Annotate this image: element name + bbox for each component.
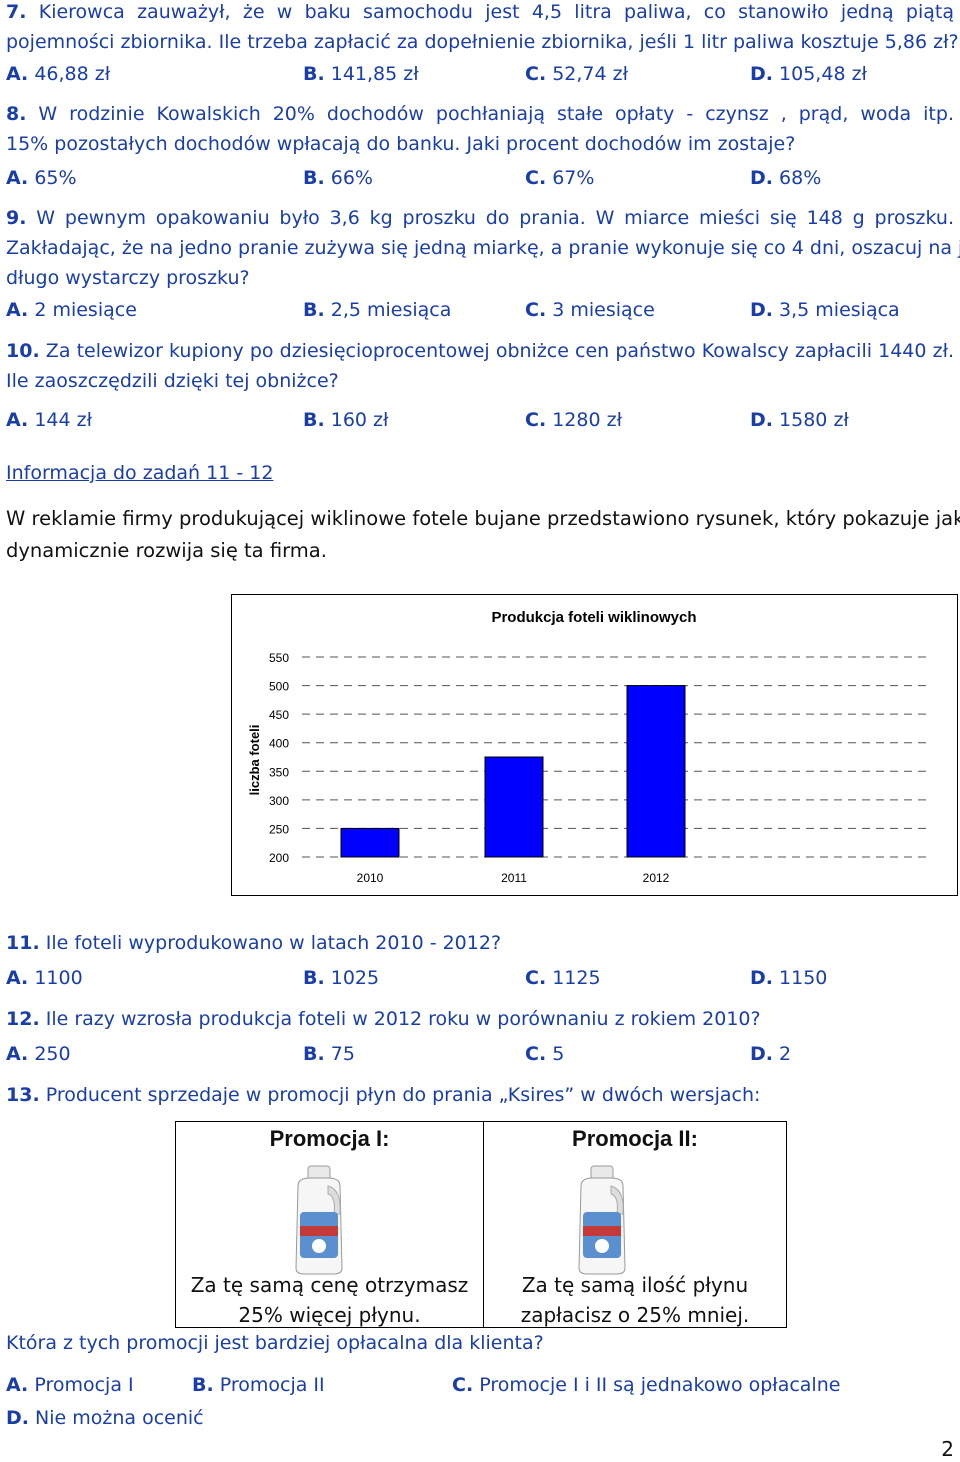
q9-option-a: A. 2 miesiące bbox=[6, 299, 137, 321]
q9-line2: Zakładając, że na jedno pranie zużywa si… bbox=[6, 237, 960, 259]
promo2-text: Za tę samą ilość płynu zapłacisz o 25% mn… bbox=[520, 1273, 750, 1327]
y-tick-label: 200 bbox=[269, 851, 289, 865]
q10-options: A. 144 zł B. 160 zł C. 1280 zł D. 1580 z… bbox=[0, 408, 960, 434]
q9-number: 9. bbox=[6, 207, 27, 229]
chart-title: Produkcja foteli wiklinowych bbox=[491, 609, 696, 626]
q10-line1: 10. Za telewizor kupiony po dziesięciopr… bbox=[6, 339, 954, 363]
q12-number: 12. bbox=[6, 1008, 40, 1030]
y-tick-label: 300 bbox=[269, 794, 289, 808]
info-line1: W reklamie firmy produkującej wiklinowe … bbox=[6, 507, 960, 530]
q7-text-1: Kierowca zauważył, że w baku samochodu j… bbox=[38, 1, 954, 23]
q10-option-b: B. 160 zł bbox=[303, 409, 389, 431]
q13-option-d: D. Nie można ocenić bbox=[6, 1407, 204, 1429]
q10-text-1: Za telewizor kupiony po dziesięcioprocen… bbox=[45, 340, 955, 362]
promo1-title: Promocja I: bbox=[269, 1126, 390, 1151]
info-heading: Informacja do zadań 11 - 12 bbox=[6, 462, 274, 484]
y-tick-label: 350 bbox=[269, 765, 289, 779]
q8-line1: 8. W rodzinie Kowalskich 20% dochodów po… bbox=[6, 102, 954, 126]
promo1-text: Za tę samą cenę otrzymasz 25% więcej płyn… bbox=[190, 1273, 469, 1327]
q13-options-row2: D. Nie można ocenić bbox=[0, 1406, 960, 1432]
q9-text-1: W pewnym opakowaniu było 3,6 kg proszku … bbox=[36, 207, 954, 229]
q7-line1: 7. Kierowca zauważył, że w baku samochod… bbox=[6, 0, 954, 24]
q10-number: 10. bbox=[6, 340, 40, 362]
q10-option-c: C. 1280 zł bbox=[525, 409, 622, 431]
q11-option-d: D. 1150 bbox=[750, 967, 828, 989]
q8-options: A. 65% B. 66% C. 67% D. 68% bbox=[0, 166, 960, 192]
q12-text: Ile razy wzrosła produkcja foteli w 2012… bbox=[45, 1008, 761, 1030]
q11-text: Ile foteli wyprodukowano w latach 2010 -… bbox=[45, 932, 502, 954]
q9-options: A. 2 miesiące B. 2,5 miesiąca C. 3 miesi… bbox=[0, 298, 960, 324]
detergent-bottle-icon bbox=[578, 1165, 626, 1275]
bar-chart: Produkcja foteli wiklinowych liczba fotel… bbox=[247, 609, 927, 885]
y-tick-label: 450 bbox=[269, 708, 289, 722]
y-tick-label: 250 bbox=[269, 822, 289, 836]
q12-option-b: B. 75 bbox=[303, 1043, 355, 1065]
q9-option-c: C. 3 miesiące bbox=[525, 299, 655, 321]
q12-option-a: A. 250 bbox=[6, 1043, 71, 1065]
q12-option-d: D. 2 bbox=[750, 1043, 792, 1065]
info-line2: dynamicznie rozwija się ta firma. bbox=[6, 539, 327, 562]
y-tick-label: 500 bbox=[269, 680, 289, 694]
q8-option-c: C. 67% bbox=[525, 167, 595, 189]
q11-number: 11. bbox=[6, 932, 40, 954]
bar-2011 bbox=[484, 756, 544, 858]
x-tick-label: 2010 bbox=[357, 871, 384, 885]
q11-line: 11. Ile foteli wyprodukowano w latach 20… bbox=[6, 931, 501, 955]
q11-option-b: B. 1025 bbox=[303, 967, 380, 989]
bar-2012 bbox=[626, 685, 686, 858]
q7-option-b: B. 141,85 zł bbox=[303, 63, 419, 85]
q9-line3: długo wystarczy proszku? bbox=[6, 267, 250, 289]
page-number: 2 bbox=[941, 1437, 954, 1461]
q13-number: 13. bbox=[6, 1084, 40, 1106]
y-tick-label: 400 bbox=[269, 737, 289, 751]
q8-option-b: B. 66% bbox=[303, 167, 373, 189]
q13-options: A. Promocja I B. Promocja II C. Promocje… bbox=[0, 1373, 960, 1399]
q13-question: Która z tych promocji jest bardziej opła… bbox=[6, 1332, 544, 1354]
y-tick-label: 550 bbox=[269, 651, 289, 665]
q8-text-1: W rodzinie Kowalskich 20% dochodów pochł… bbox=[38, 103, 954, 125]
q7-options: A. 46,88 zł B. 141,85 zł C. 52,74 zł D. … bbox=[0, 62, 960, 88]
q13-text: Producent sprzedaje w promocji płyn do p… bbox=[45, 1084, 761, 1106]
q10-option-d: D. 1580 zł bbox=[750, 409, 849, 431]
q10-option-a: A. 144 zł bbox=[6, 409, 93, 431]
y-axis-label: liczba foteli bbox=[247, 725, 262, 796]
x-tick-label: 2012 bbox=[643, 871, 670, 885]
q7-line2: pojemności zbiornika. Ile trzeba zapłaci… bbox=[6, 31, 959, 53]
q7-number: 7. bbox=[6, 1, 27, 23]
q13-option-a: A. Promocja I bbox=[6, 1374, 134, 1396]
q8-option-a: A. 65% bbox=[6, 167, 77, 189]
chart-frame: Produkcja foteli wiklinowych liczba fotel… bbox=[231, 594, 958, 896]
promo-table: Promocja I: Za tę samą cenę otrzymasz 25%… bbox=[175, 1121, 787, 1328]
q12-option-c: C. 5 bbox=[525, 1043, 565, 1065]
q7-option-a: A. 46,88 zł bbox=[6, 63, 111, 85]
q8-number: 8. bbox=[6, 103, 27, 125]
q12-options: A. 250 B. 75 C. 5 D. 2 bbox=[0, 1042, 960, 1068]
q7-option-c: C. 52,74 zł bbox=[525, 63, 629, 85]
detergent-bottle-icon bbox=[295, 1165, 343, 1275]
q10-line2: Ile zaoszczędzili dzięki tej obniżce? bbox=[6, 370, 339, 392]
promo2-cell: Promocja II: Za tę samą ilość płynu zapła… bbox=[484, 1122, 786, 1327]
q8-option-d: D. 68% bbox=[750, 167, 822, 189]
q11-option-c: C. 1125 bbox=[525, 967, 601, 989]
q12-line: 12. Ile razy wzrosła produkcja foteli w … bbox=[6, 1007, 761, 1031]
q13-option-c: C. Promocje I i II są jednakowo opłacaln… bbox=[452, 1374, 841, 1396]
q11-options: A. 1100 B. 1025 C. 1125 D. 1150 bbox=[0, 966, 960, 992]
x-tick-label: 2011 bbox=[501, 871, 527, 885]
q8-line2: 15% pozostałych dochodów wpłacają do ban… bbox=[6, 133, 796, 155]
q9-line1: 9. W pewnym opakowaniu było 3,6 kg prosz… bbox=[6, 206, 954, 230]
q13-line: 13. Producent sprzedaje w promocji płyn … bbox=[6, 1083, 760, 1107]
q9-option-d: D. 3,5 miesiąca bbox=[750, 299, 900, 321]
promo2-title: Promocja II: bbox=[572, 1126, 698, 1151]
bar-2010 bbox=[340, 827, 400, 858]
q7-option-d: D. 105,48 zł bbox=[750, 63, 867, 85]
promo1-cell: Promocja I: Za tę samą cenę otrzymasz 25%… bbox=[176, 1122, 484, 1327]
q13-option-b: B. Promocja II bbox=[192, 1374, 325, 1396]
q11-option-a: A. 1100 bbox=[6, 967, 83, 989]
q9-option-b: B. 2,5 miesiąca bbox=[303, 299, 452, 321]
